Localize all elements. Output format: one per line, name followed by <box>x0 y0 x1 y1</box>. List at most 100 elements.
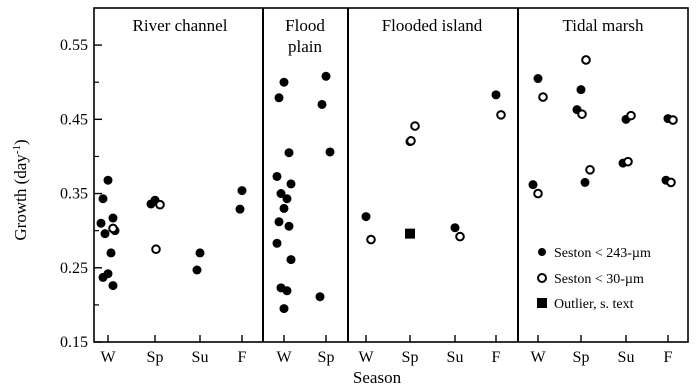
y-axis-label-sup: -1 <box>11 145 23 154</box>
data-point-open <box>666 177 676 188</box>
data-point-filled <box>576 85 586 95</box>
data-point-filled <box>279 304 289 314</box>
panel-2: Flood plain W Sp <box>272 16 335 366</box>
x-tick-label: Sp <box>402 349 419 366</box>
data-point-open <box>406 136 416 146</box>
data-point-open <box>410 121 420 131</box>
y-tick-label: 0.15 <box>60 334 88 351</box>
x-tick-label: Sp <box>147 349 164 366</box>
legend: Seston < 243-µm Seston < 30-µm Outlier, s.… <box>537 246 651 312</box>
data-point-open <box>533 188 543 199</box>
x-tick-label: F <box>492 349 501 366</box>
x-axis-label: Season <box>353 368 402 387</box>
data-point-open <box>577 109 587 119</box>
panel-title: Flooded island <box>382 16 483 35</box>
data-point-filled <box>192 265 202 275</box>
x-tick-label: W <box>276 349 292 366</box>
x-tick-label: W <box>100 349 116 366</box>
data-point-open <box>623 156 633 167</box>
data-point-filled <box>96 218 106 228</box>
panel-1: River channel W Sp Su F <box>96 16 247 366</box>
data-point-filled <box>315 292 325 302</box>
data-point-open <box>585 165 595 175</box>
data-point-filled <box>276 189 286 199</box>
legend-label: Outlier, s. text <box>554 297 634 312</box>
x-tick-label: F <box>664 349 673 366</box>
y-tick-label: 0.35 <box>60 186 88 203</box>
y-axis: 0.15 0.25 0.35 0.45 0.55 <box>60 37 102 351</box>
legend-label: Seston < 30-µm <box>554 272 644 287</box>
data-point-open <box>496 110 506 120</box>
panel-4: Tidal marsh W Sp Su F <box>528 16 678 366</box>
data-point-open <box>538 92 548 102</box>
y-axis-label: Growth (day-1) <box>11 139 30 240</box>
data-point-open <box>155 199 165 210</box>
data-point-open <box>366 234 376 245</box>
data-point-filled <box>325 147 335 157</box>
data-point-filled <box>450 223 460 233</box>
x-tick-label: Su <box>192 349 209 366</box>
x-tick-label: Su <box>618 349 635 366</box>
y-axis-label-close: ) <box>11 139 30 145</box>
data-point-filled <box>286 179 296 189</box>
data-point-open <box>455 231 465 242</box>
data-point-filled <box>98 272 108 282</box>
data-point-filled <box>237 186 247 196</box>
data-point-filled <box>284 221 294 231</box>
data-point-filled <box>279 77 289 87</box>
data-point-filled <box>146 199 156 209</box>
data-point-open <box>151 244 161 255</box>
legend-marker-open <box>537 273 547 283</box>
data-point-open <box>668 115 678 125</box>
data-point-outlier <box>405 228 415 239</box>
x-tick-label: Su <box>447 349 464 366</box>
panel-title: plain <box>288 37 322 56</box>
data-point-filled <box>282 194 292 204</box>
data-point-filled <box>108 213 118 223</box>
data-point-filled <box>274 93 284 103</box>
x-tick-label: W <box>530 349 546 366</box>
y-tick-label: 0.45 <box>60 111 88 128</box>
data-point-filled <box>284 148 294 158</box>
data-point-filled <box>491 90 501 100</box>
legend-label: Seston < 243-µm <box>554 246 651 261</box>
data-point-filled <box>100 229 110 239</box>
data-point-filled <box>108 281 118 291</box>
panel-title: River channel <box>133 16 228 35</box>
data-point-filled <box>361 212 371 222</box>
data-point-filled <box>533 74 543 84</box>
x-tick-label: Sp <box>573 349 590 366</box>
data-point-filled <box>98 194 108 204</box>
y-tick-label: 0.55 <box>60 37 88 54</box>
x-tick-label: Sp <box>318 349 335 366</box>
data-point-open <box>626 110 636 121</box>
plot-border <box>93 7 689 343</box>
panel-3: Flooded island W Sp Su F <box>358 16 506 366</box>
panel-title: Tidal marsh <box>562 16 644 35</box>
panel-title: Flood <box>285 16 325 35</box>
plot-frame <box>93 7 689 343</box>
y-tick-label: 0.25 <box>60 260 88 277</box>
data-point-filled <box>528 180 538 190</box>
data-point-filled <box>317 99 327 109</box>
data-point-filled <box>272 238 282 248</box>
data-point-filled <box>272 171 282 181</box>
data-point-filled <box>106 248 116 258</box>
legend-marker-outlier <box>537 298 547 308</box>
x-tick-label: F <box>238 349 247 366</box>
data-point-filled <box>103 175 113 185</box>
legend-marker-filled <box>538 248 546 256</box>
data-point-filled <box>286 255 296 265</box>
data-point-open <box>581 55 591 65</box>
data-point-filled <box>195 248 205 258</box>
data-point-filled <box>235 204 245 214</box>
data-point-filled <box>321 71 331 81</box>
data-point-filled <box>279 203 289 213</box>
data-point-filled <box>282 286 292 296</box>
data-point-filled <box>274 217 284 227</box>
y-axis-label-main: Growth (day <box>11 154 30 241</box>
x-tick-label: W <box>358 349 374 366</box>
data-point-filled <box>580 177 590 187</box>
